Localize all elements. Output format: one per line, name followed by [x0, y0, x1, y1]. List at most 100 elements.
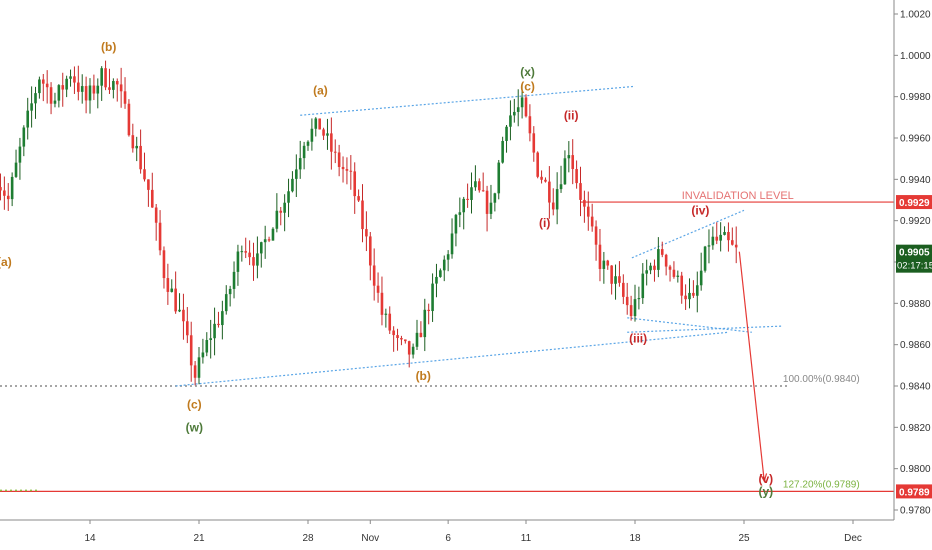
candle-110 [427, 303, 430, 325]
candle-0 [0, 173, 2, 201]
time-tick-label-5: 11 [521, 533, 532, 544]
candle-30 [115, 78, 119, 102]
candle-126 [489, 184, 493, 220]
candle-174 [676, 270, 680, 283]
wave-label-6: (x) [520, 65, 535, 79]
candle-40 [154, 204, 158, 241]
candle-95 [368, 231, 372, 281]
candle-41 [158, 210, 162, 256]
projection-arrow-line [738, 251, 765, 482]
candle-140 [544, 177, 547, 183]
price-tick-label-1: 1.0000 [900, 51, 931, 62]
candle-63 [244, 237, 248, 259]
candle-176 [684, 284, 687, 310]
candle-87 [337, 144, 341, 177]
candle-53 [205, 332, 209, 357]
candle-74 [287, 178, 290, 218]
candle-58 [224, 285, 228, 315]
candle-159 [618, 261, 621, 287]
candle-135 [524, 94, 528, 118]
candle-152 [590, 203, 594, 232]
candle-181 [703, 245, 707, 273]
candle-89 [345, 157, 349, 185]
level-label-1: 100.00%(0.9840) [783, 374, 860, 385]
candle-107 [415, 319, 419, 351]
candle-88 [341, 156, 345, 183]
candle-100 [388, 306, 392, 335]
price-tick-partial: 1.0040 [899, 0, 930, 1]
candle-5 [18, 137, 22, 180]
candle-178 [692, 280, 695, 298]
candle-14 [53, 92, 57, 108]
wave-label-2: (c) [187, 398, 202, 412]
candle-184 [715, 222, 719, 245]
price-tags-layer: 0.9929 0.9789 0.9905 02:17:15 [896, 195, 932, 499]
candle-61 [236, 244, 240, 286]
candle-31 [119, 67, 123, 108]
candle-47 [182, 293, 185, 340]
candle-143 [555, 172, 559, 225]
time-tick-label-1: 21 [193, 533, 205, 544]
candle-173 [672, 261, 676, 279]
candle-97 [376, 272, 380, 303]
candle-123 [477, 178, 481, 193]
candle-67 [259, 241, 263, 268]
time-tick-label-3: Nov [361, 533, 379, 544]
price-tick-label-5: 0.9920 [900, 216, 931, 227]
candle-29 [112, 78, 115, 99]
candle-79 [306, 140, 310, 151]
candle-77 [298, 140, 302, 179]
candle-157 [610, 265, 613, 295]
candle-84 [326, 118, 329, 150]
candle-113 [439, 268, 442, 278]
candle-34 [131, 123, 135, 153]
candle-56 [217, 311, 220, 328]
time-axis[interactable]: 14 21 28 Nov 6 11 18 25 Dec [84, 520, 862, 544]
candle-46 [178, 293, 181, 313]
candle-160 [622, 274, 625, 305]
candle-62 [240, 245, 244, 262]
candle-103 [400, 335, 403, 346]
price-tick-label-8: 0.9860 [900, 340, 931, 351]
candle-60 [232, 261, 236, 299]
candle-170 [660, 241, 664, 258]
candle-16 [61, 72, 65, 107]
candle-156 [606, 259, 610, 270]
levels-layer: INVALIDATION LEVEL 100.00%(0.9840) 127.20%… [0, 190, 894, 492]
candle-188 [731, 227, 734, 246]
candle-129 [501, 136, 504, 164]
candle-141 [548, 166, 551, 219]
candle-35 [135, 136, 139, 162]
level-label-0: INVALIDATION LEVEL [682, 190, 794, 202]
candle-80 [310, 118, 314, 151]
candle-134 [520, 84, 524, 119]
candle-128 [497, 159, 501, 200]
candle-19 [73, 66, 76, 94]
candle-139 [540, 170, 543, 184]
trendlines-layer [175, 85, 783, 387]
candle-163 [633, 284, 637, 322]
candle-9 [34, 86, 37, 119]
candle-127 [493, 192, 497, 212]
candle-65 [252, 242, 255, 281]
price-tick-label-11: 0.9800 [900, 464, 931, 475]
candle-90 [349, 155, 353, 190]
candle-161 [625, 282, 629, 315]
candle-179 [695, 271, 699, 313]
candle-167 [649, 262, 652, 275]
candle-146 [567, 141, 571, 173]
candle-177 [688, 278, 691, 309]
candle-136 [528, 104, 532, 142]
level-price-tag-1 [896, 484, 932, 499]
projection-arrow-head [759, 473, 768, 483]
candle-64 [248, 240, 251, 266]
candle-21 [80, 74, 84, 104]
candle-75 [291, 171, 294, 193]
candle-70 [271, 227, 275, 241]
candle-7 [26, 97, 30, 140]
candle-169 [657, 237, 660, 278]
time-tick-label-7: 25 [738, 533, 750, 544]
candle-42 [162, 246, 166, 289]
